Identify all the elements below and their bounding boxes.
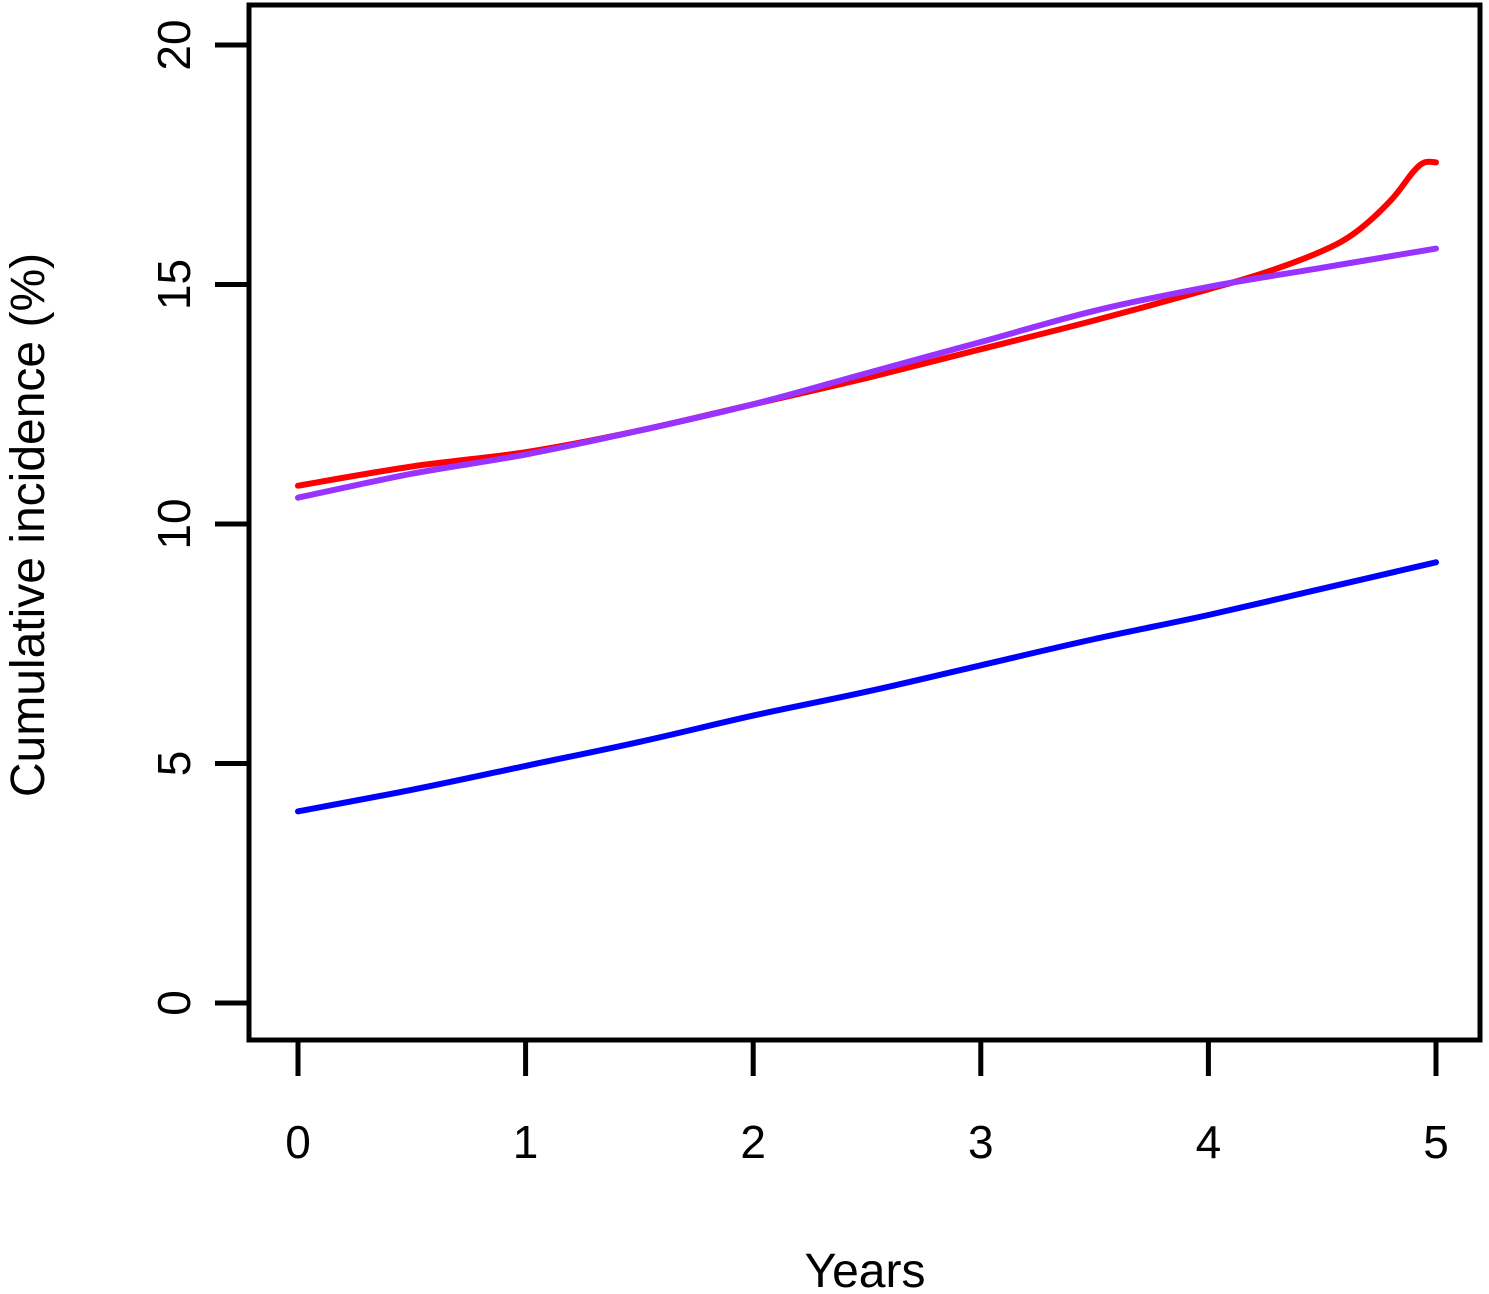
x-tick-label: 2: [740, 1116, 766, 1168]
y-tick-label: 0: [148, 990, 200, 1016]
y-axis-title: Cumulative incidence (%): [2, 253, 55, 797]
x-axis: 0 1 2 3 4 5: [285, 1037, 1449, 1168]
y-tick-label: 20: [148, 19, 200, 70]
series-line-2: [295, 245, 1439, 501]
x-tick-label: 4: [1196, 1116, 1222, 1168]
x-tick-label: 1: [513, 1116, 539, 1168]
x-tick-label: 5: [1423, 1116, 1449, 1168]
y-axis: 0 5 10 15 20: [148, 19, 252, 1016]
y-tick-label: 10: [148, 498, 200, 549]
series-layer: [295, 158, 1439, 815]
y-tick-label: 5: [148, 751, 200, 777]
series-line-1: [295, 158, 1439, 489]
x-tick-label: 3: [968, 1116, 994, 1168]
x-axis-title: Years: [805, 1245, 926, 1294]
y-tick-label: 15: [148, 259, 200, 310]
x-tick-label: 0: [285, 1116, 311, 1168]
plot-frame: [246, 2, 1483, 1043]
series-line-3: [295, 559, 1439, 815]
